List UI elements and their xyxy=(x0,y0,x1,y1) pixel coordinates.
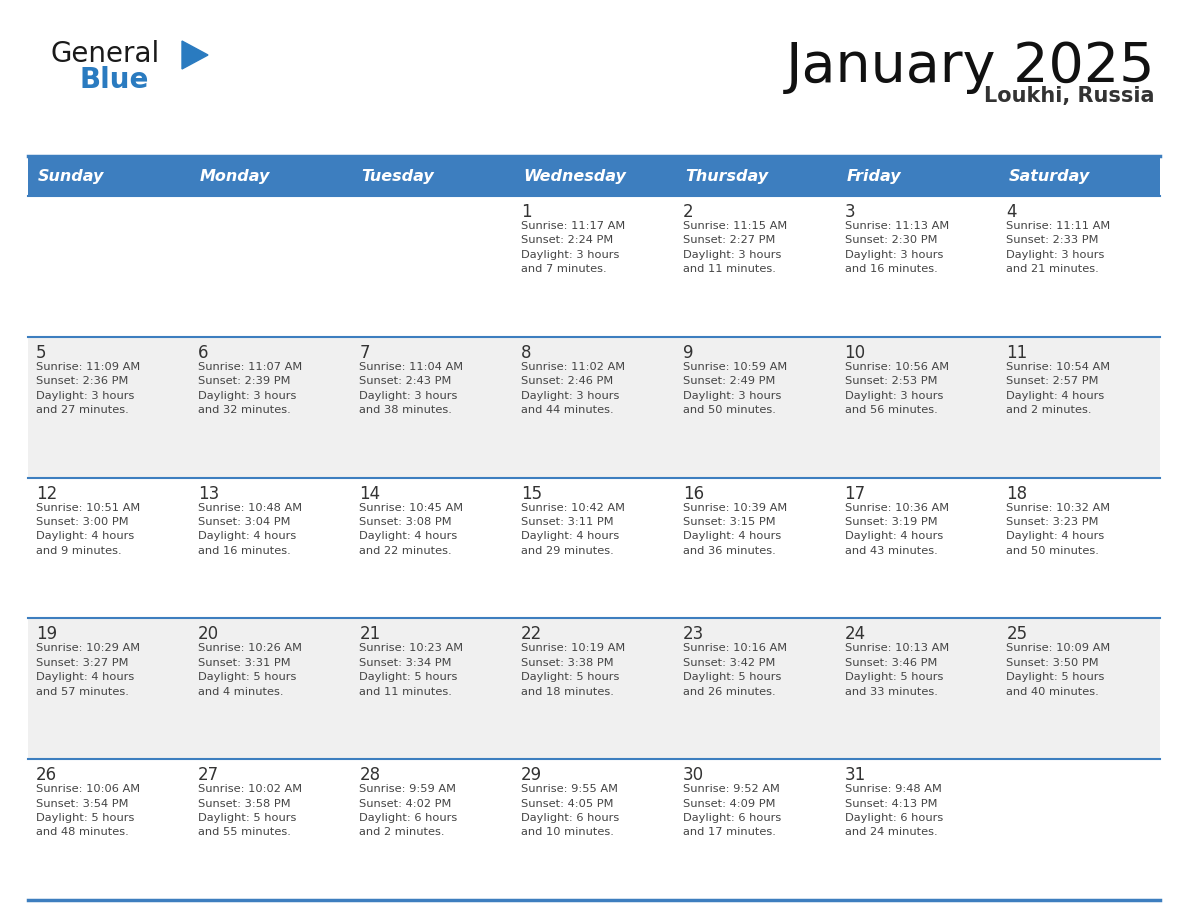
Text: Sunrise: 10:48 AM
Sunset: 3:04 PM
Daylight: 4 hours
and 16 minutes.: Sunrise: 10:48 AM Sunset: 3:04 PM Daylig… xyxy=(197,502,302,555)
Text: 3: 3 xyxy=(845,203,855,221)
Text: 21: 21 xyxy=(360,625,380,644)
Text: 20: 20 xyxy=(197,625,219,644)
Text: Sunrise: 10:54 AM
Sunset: 2:57 PM
Daylight: 4 hours
and 2 minutes.: Sunrise: 10:54 AM Sunset: 2:57 PM Daylig… xyxy=(1006,362,1111,415)
Bar xyxy=(29,337,1159,477)
Text: 28: 28 xyxy=(360,767,380,784)
Text: 1: 1 xyxy=(522,203,532,221)
Text: Sunrise: 10:45 AM
Sunset: 3:08 PM
Daylight: 4 hours
and 22 minutes.: Sunrise: 10:45 AM Sunset: 3:08 PM Daylig… xyxy=(360,502,463,555)
Text: General: General xyxy=(50,40,159,68)
Text: Blue: Blue xyxy=(80,66,150,94)
Text: Monday: Monday xyxy=(200,169,270,184)
Text: Sunrise: 10:02 AM
Sunset: 3:58 PM
Daylight: 5 hours
and 55 minutes.: Sunrise: 10:02 AM Sunset: 3:58 PM Daylig… xyxy=(197,784,302,837)
Text: 9: 9 xyxy=(683,344,694,362)
Text: 7: 7 xyxy=(360,344,369,362)
Text: 30: 30 xyxy=(683,767,704,784)
Text: Sunrise: 10:13 AM
Sunset: 3:46 PM
Daylight: 5 hours
and 33 minutes.: Sunrise: 10:13 AM Sunset: 3:46 PM Daylig… xyxy=(845,644,949,697)
Text: 19: 19 xyxy=(36,625,57,644)
Bar xyxy=(29,759,1159,900)
Bar xyxy=(29,196,1159,337)
Text: 18: 18 xyxy=(1006,485,1028,502)
Text: Sunrise: 11:04 AM
Sunset: 2:43 PM
Daylight: 3 hours
and 38 minutes.: Sunrise: 11:04 AM Sunset: 2:43 PM Daylig… xyxy=(360,362,463,415)
Text: 31: 31 xyxy=(845,767,866,784)
Text: Sunrise: 10:09 AM
Sunset: 3:50 PM
Daylight: 5 hours
and 40 minutes.: Sunrise: 10:09 AM Sunset: 3:50 PM Daylig… xyxy=(1006,644,1111,697)
Text: Loukhi, Russia: Loukhi, Russia xyxy=(985,86,1155,106)
Text: Sunrise: 10:16 AM
Sunset: 3:42 PM
Daylight: 5 hours
and 26 minutes.: Sunrise: 10:16 AM Sunset: 3:42 PM Daylig… xyxy=(683,644,786,697)
Text: 22: 22 xyxy=(522,625,543,644)
Text: 16: 16 xyxy=(683,485,704,502)
Text: Sunrise: 11:15 AM
Sunset: 2:27 PM
Daylight: 3 hours
and 11 minutes.: Sunrise: 11:15 AM Sunset: 2:27 PM Daylig… xyxy=(683,221,788,274)
Text: 2: 2 xyxy=(683,203,694,221)
Text: Sunrise: 10:36 AM
Sunset: 3:19 PM
Daylight: 4 hours
and 43 minutes.: Sunrise: 10:36 AM Sunset: 3:19 PM Daylig… xyxy=(845,502,949,555)
Text: Sunrise: 9:59 AM
Sunset: 4:02 PM
Daylight: 6 hours
and 2 minutes.: Sunrise: 9:59 AM Sunset: 4:02 PM Dayligh… xyxy=(360,784,457,837)
Text: Sunrise: 11:09 AM
Sunset: 2:36 PM
Daylight: 3 hours
and 27 minutes.: Sunrise: 11:09 AM Sunset: 2:36 PM Daylig… xyxy=(36,362,140,415)
Text: Saturday: Saturday xyxy=(1009,169,1089,184)
Text: Sunrise: 10:26 AM
Sunset: 3:31 PM
Daylight: 5 hours
and 4 minutes.: Sunrise: 10:26 AM Sunset: 3:31 PM Daylig… xyxy=(197,644,302,697)
Text: January 2025: January 2025 xyxy=(785,40,1155,94)
Text: Sunrise: 10:51 AM
Sunset: 3:00 PM
Daylight: 4 hours
and 9 minutes.: Sunrise: 10:51 AM Sunset: 3:00 PM Daylig… xyxy=(36,502,140,555)
Text: 25: 25 xyxy=(1006,625,1028,644)
Text: 5: 5 xyxy=(36,344,46,362)
Text: 27: 27 xyxy=(197,767,219,784)
Text: Sunrise: 10:42 AM
Sunset: 3:11 PM
Daylight: 4 hours
and 29 minutes.: Sunrise: 10:42 AM Sunset: 3:11 PM Daylig… xyxy=(522,502,625,555)
Text: Sunrise: 10:56 AM
Sunset: 2:53 PM
Daylight: 3 hours
and 56 minutes.: Sunrise: 10:56 AM Sunset: 2:53 PM Daylig… xyxy=(845,362,949,415)
Text: 24: 24 xyxy=(845,625,866,644)
Text: Sunrise: 10:29 AM
Sunset: 3:27 PM
Daylight: 4 hours
and 57 minutes.: Sunrise: 10:29 AM Sunset: 3:27 PM Daylig… xyxy=(36,644,140,697)
Text: Sunrise: 10:23 AM
Sunset: 3:34 PM
Daylight: 5 hours
and 11 minutes.: Sunrise: 10:23 AM Sunset: 3:34 PM Daylig… xyxy=(360,644,463,697)
Text: 6: 6 xyxy=(197,344,208,362)
Text: 11: 11 xyxy=(1006,344,1028,362)
Text: Sunrise: 11:13 AM
Sunset: 2:30 PM
Daylight: 3 hours
and 16 minutes.: Sunrise: 11:13 AM Sunset: 2:30 PM Daylig… xyxy=(845,221,949,274)
Text: Sunrise: 10:59 AM
Sunset: 2:49 PM
Daylight: 3 hours
and 50 minutes.: Sunrise: 10:59 AM Sunset: 2:49 PM Daylig… xyxy=(683,362,788,415)
Text: Sunrise: 9:52 AM
Sunset: 4:09 PM
Daylight: 6 hours
and 17 minutes.: Sunrise: 9:52 AM Sunset: 4:09 PM Dayligh… xyxy=(683,784,781,837)
Text: Thursday: Thursday xyxy=(684,169,767,184)
Text: 10: 10 xyxy=(845,344,866,362)
Bar xyxy=(29,156,1159,196)
Text: 12: 12 xyxy=(36,485,57,502)
Text: Sunrise: 11:07 AM
Sunset: 2:39 PM
Daylight: 3 hours
and 32 minutes.: Sunrise: 11:07 AM Sunset: 2:39 PM Daylig… xyxy=(197,362,302,415)
Text: Sunday: Sunday xyxy=(38,169,105,184)
Text: 8: 8 xyxy=(522,344,532,362)
Text: 15: 15 xyxy=(522,485,542,502)
Text: 26: 26 xyxy=(36,767,57,784)
Text: 13: 13 xyxy=(197,485,219,502)
Text: Tuesday: Tuesday xyxy=(361,169,434,184)
Text: 4: 4 xyxy=(1006,203,1017,221)
Text: Sunrise: 10:19 AM
Sunset: 3:38 PM
Daylight: 5 hours
and 18 minutes.: Sunrise: 10:19 AM Sunset: 3:38 PM Daylig… xyxy=(522,644,625,697)
Text: 14: 14 xyxy=(360,485,380,502)
Text: Sunrise: 11:11 AM
Sunset: 2:33 PM
Daylight: 3 hours
and 21 minutes.: Sunrise: 11:11 AM Sunset: 2:33 PM Daylig… xyxy=(1006,221,1111,274)
Text: Sunrise: 9:48 AM
Sunset: 4:13 PM
Daylight: 6 hours
and 24 minutes.: Sunrise: 9:48 AM Sunset: 4:13 PM Dayligh… xyxy=(845,784,943,837)
Text: 23: 23 xyxy=(683,625,704,644)
Text: Sunrise: 10:39 AM
Sunset: 3:15 PM
Daylight: 4 hours
and 36 minutes.: Sunrise: 10:39 AM Sunset: 3:15 PM Daylig… xyxy=(683,502,788,555)
Text: Sunrise: 9:55 AM
Sunset: 4:05 PM
Daylight: 6 hours
and 10 minutes.: Sunrise: 9:55 AM Sunset: 4:05 PM Dayligh… xyxy=(522,784,619,837)
Text: Sunrise: 10:32 AM
Sunset: 3:23 PM
Daylight: 4 hours
and 50 minutes.: Sunrise: 10:32 AM Sunset: 3:23 PM Daylig… xyxy=(1006,502,1111,555)
Bar xyxy=(29,477,1159,619)
Text: Friday: Friday xyxy=(847,169,902,184)
Text: Sunrise: 10:06 AM
Sunset: 3:54 PM
Daylight: 5 hours
and 48 minutes.: Sunrise: 10:06 AM Sunset: 3:54 PM Daylig… xyxy=(36,784,140,837)
Polygon shape xyxy=(182,41,208,69)
Bar xyxy=(29,619,1159,759)
Text: Sunrise: 11:02 AM
Sunset: 2:46 PM
Daylight: 3 hours
and 44 minutes.: Sunrise: 11:02 AM Sunset: 2:46 PM Daylig… xyxy=(522,362,625,415)
Text: 29: 29 xyxy=(522,767,542,784)
Text: 17: 17 xyxy=(845,485,866,502)
Text: Wednesday: Wednesday xyxy=(523,169,626,184)
Text: Sunrise: 11:17 AM
Sunset: 2:24 PM
Daylight: 3 hours
and 7 minutes.: Sunrise: 11:17 AM Sunset: 2:24 PM Daylig… xyxy=(522,221,625,274)
